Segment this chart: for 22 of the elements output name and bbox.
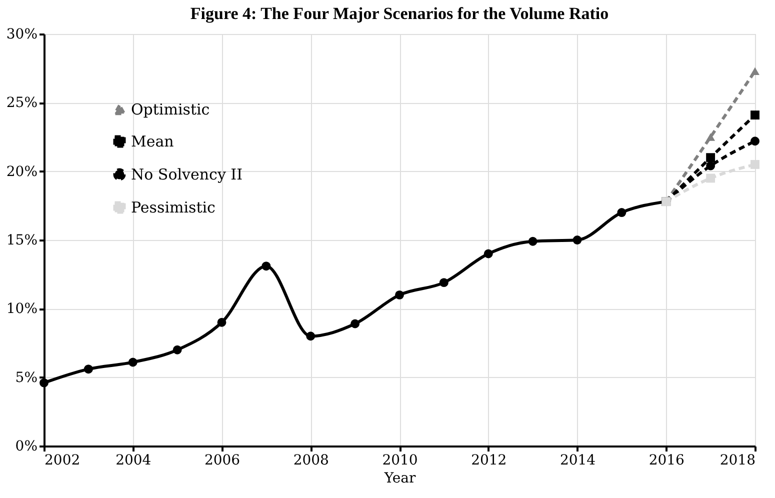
legend-label: Mean [131, 132, 174, 150]
x-tick-label: 2010 [382, 452, 418, 468]
chart-title: Figure 4: The Four Major Scenarios for the Volume Ratio [190, 4, 609, 23]
x-tick-label: 2016 [648, 452, 685, 468]
legend-label: No Solvency II [131, 166, 243, 184]
x-tick-label: 2006 [204, 452, 240, 468]
y-tick-label: 10% [6, 301, 38, 318]
y-tick-label: 30% [6, 26, 38, 42]
x-tick-label: 2004 [116, 452, 152, 468]
y-tick-label: 15% [6, 232, 38, 248]
legend-label: Pessimistic [131, 198, 216, 216]
legend-label: Optimistic [131, 100, 210, 118]
x-tick-label: 2002 [44, 452, 80, 468]
x-tick-label: 2012 [471, 452, 507, 468]
y-tick-label: 5% [15, 370, 38, 386]
y-tick-label: 20% [6, 164, 38, 180]
x-tick-label: 2018 [720, 452, 756, 468]
x-tick-label: 2008 [293, 452, 329, 468]
x-tick-label: 2014 [560, 452, 596, 468]
y-tick-label: 0% [15, 438, 38, 454]
x-axis-title: Year [383, 470, 416, 486]
y-tick-label: 25% [6, 95, 38, 112]
